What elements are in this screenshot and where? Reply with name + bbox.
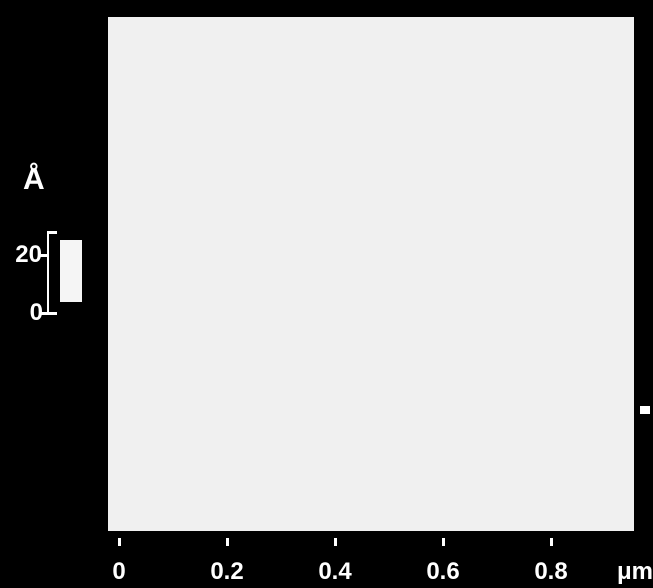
x-tick-0 (118, 538, 121, 546)
microscopy-plot-area (106, 15, 636, 533)
z-scale-tick-top (47, 231, 57, 234)
x-label-1: 0.2 (210, 558, 243, 586)
x-tick-2 (334, 538, 337, 546)
z-scale-axis-line (47, 231, 49, 313)
right-edge-mark (640, 406, 650, 414)
z-scale-label-0: 0 (15, 299, 43, 327)
x-tick-4 (550, 538, 553, 546)
x-tick-1 (226, 538, 229, 546)
z-scale-label-20: 20 (0, 241, 42, 269)
x-label-0: 0 (112, 558, 125, 586)
x-label-4: 0.8 (534, 558, 567, 586)
x-label-2: 0.4 (318, 558, 351, 586)
x-tick-3 (442, 538, 445, 546)
x-axis-unit: μm (617, 558, 653, 586)
z-scale-unit: Å (23, 163, 45, 197)
x-label-3: 0.6 (426, 558, 459, 586)
z-scale-colorbar (60, 240, 82, 302)
